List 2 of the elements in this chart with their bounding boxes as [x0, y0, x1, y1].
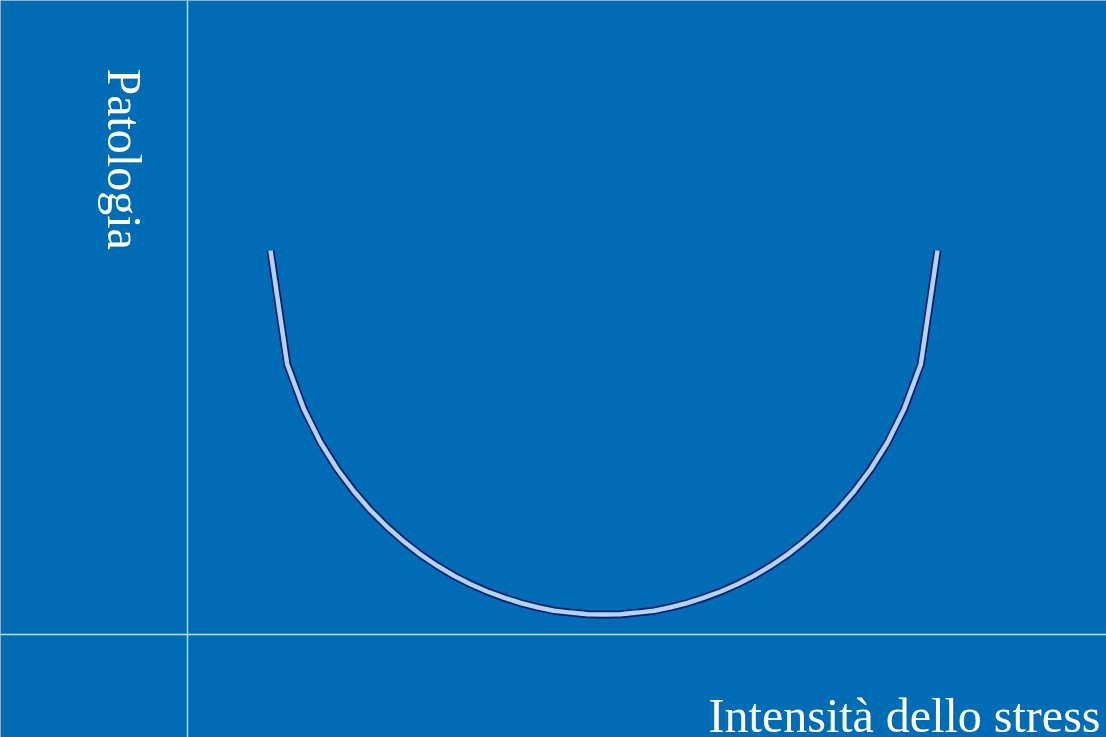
- y-axis-title: Patologia: [98, 68, 151, 250]
- x-axis-title: Intensità dello stress: [708, 689, 1101, 737]
